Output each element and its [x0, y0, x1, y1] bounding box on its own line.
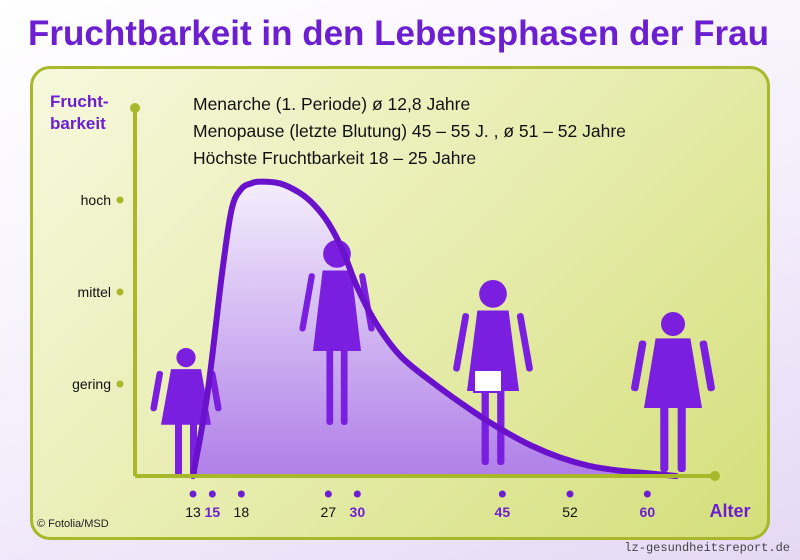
x-tick-label-45: 45 [495, 504, 511, 520]
y-tick-dot-mittel [116, 288, 124, 296]
info-peak-fertility: Höchste Fruchtbarkeit 18 – 25 Jahre [193, 148, 477, 168]
y-axis-title: Frucht- barkeit [50, 91, 122, 135]
y-tick-dot-hoch [116, 196, 124, 204]
x-tick-label-27: 27 [321, 504, 337, 520]
x-tick-dot-52 [566, 490, 574, 498]
y-tick-label-gering: gering [72, 376, 111, 392]
x-tick-label-18: 18 [234, 504, 250, 520]
x-tick-dot-45 [498, 490, 506, 498]
y-axis-end-dot [130, 103, 140, 113]
source-watermark: lz-gesundheitsreport.de [624, 541, 790, 555]
copyright-note: © Fotolia/MSD [37, 518, 109, 530]
fertility-curve [190, 178, 680, 479]
x-tick-dot-13 [189, 490, 197, 498]
info-box: Menarche (1. Periode) ø 12,8 Jahre Menop… [193, 91, 626, 172]
x-axis-title: Alter [709, 501, 750, 521]
y-axis-title-line2: barkeit [50, 114, 106, 133]
x-tick-dot-15 [208, 490, 216, 498]
page-title: Fruchtbarkeit in den Lebensphasen der Fr… [28, 14, 769, 53]
x-tick-label-30: 30 [350, 504, 366, 520]
y-tick-dot-gering [116, 380, 124, 388]
x-tick-dot-18 [237, 490, 245, 498]
x-axis-end-dot [710, 471, 720, 481]
y-axis-title-line1: Frucht- [50, 92, 109, 111]
x-tick-dot-27 [324, 490, 332, 498]
y-tick-label-hoch: hoch [81, 192, 111, 208]
x-tick-dot-30 [353, 490, 361, 498]
fertility-area [193, 181, 677, 476]
info-menarche: Menarche (1. Periode) ø 12,8 Jahre [193, 94, 471, 114]
woman-silhouette-icon [453, 280, 533, 465]
x-tick-label-13: 13 [185, 504, 201, 520]
x-tick-label-52: 52 [562, 504, 578, 520]
x-tick-dot-60 [643, 490, 651, 498]
x-tick-label-60: 60 [640, 504, 656, 520]
x-tick-label-15: 15 [205, 504, 221, 520]
info-menopause: Menopause (letzte Blutung) 45 – 55 J. , … [193, 121, 626, 141]
senior-woman-silhouette-icon [631, 312, 715, 472]
y-tick-label-mittel: mittel [78, 284, 111, 300]
